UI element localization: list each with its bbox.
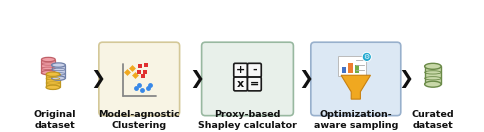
Bar (355, 65, 359, 73)
Text: =: = (250, 79, 259, 89)
Ellipse shape (424, 81, 441, 87)
Bar (348, 63, 352, 73)
Text: +: + (236, 65, 245, 75)
Ellipse shape (46, 85, 60, 89)
Ellipse shape (46, 72, 60, 76)
FancyBboxPatch shape (52, 65, 65, 78)
Ellipse shape (52, 76, 65, 80)
Text: Proxy-based
Shapley calculator: Proxy-based Shapley calculator (198, 110, 297, 130)
Ellipse shape (424, 63, 441, 69)
Text: Model-agnostic
Clustering: Model-agnostic Clustering (98, 110, 180, 130)
Text: ❯: ❯ (399, 70, 414, 88)
FancyBboxPatch shape (424, 66, 441, 84)
Text: Original
dataset: Original dataset (33, 110, 76, 130)
Bar (342, 67, 346, 73)
Circle shape (362, 52, 371, 62)
FancyBboxPatch shape (247, 77, 261, 91)
Text: Curated
dataset: Curated dataset (411, 110, 454, 130)
Text: ⚙: ⚙ (363, 54, 370, 60)
Text: ❯: ❯ (189, 70, 205, 88)
FancyBboxPatch shape (234, 63, 247, 77)
FancyBboxPatch shape (42, 60, 55, 73)
Text: ❯: ❯ (298, 70, 313, 88)
FancyBboxPatch shape (247, 63, 261, 77)
Text: ❯: ❯ (91, 70, 106, 88)
Ellipse shape (42, 57, 55, 62)
Text: x: x (237, 79, 244, 89)
FancyBboxPatch shape (99, 42, 180, 116)
Text: -: - (252, 65, 257, 75)
FancyBboxPatch shape (46, 74, 60, 87)
FancyBboxPatch shape (234, 77, 247, 91)
FancyBboxPatch shape (338, 56, 366, 76)
Text: Optimization-
aware sampling: Optimization- aware sampling (314, 110, 398, 130)
Ellipse shape (42, 70, 55, 75)
FancyBboxPatch shape (311, 42, 401, 116)
Ellipse shape (52, 63, 65, 67)
Polygon shape (341, 75, 370, 99)
FancyBboxPatch shape (202, 42, 293, 116)
